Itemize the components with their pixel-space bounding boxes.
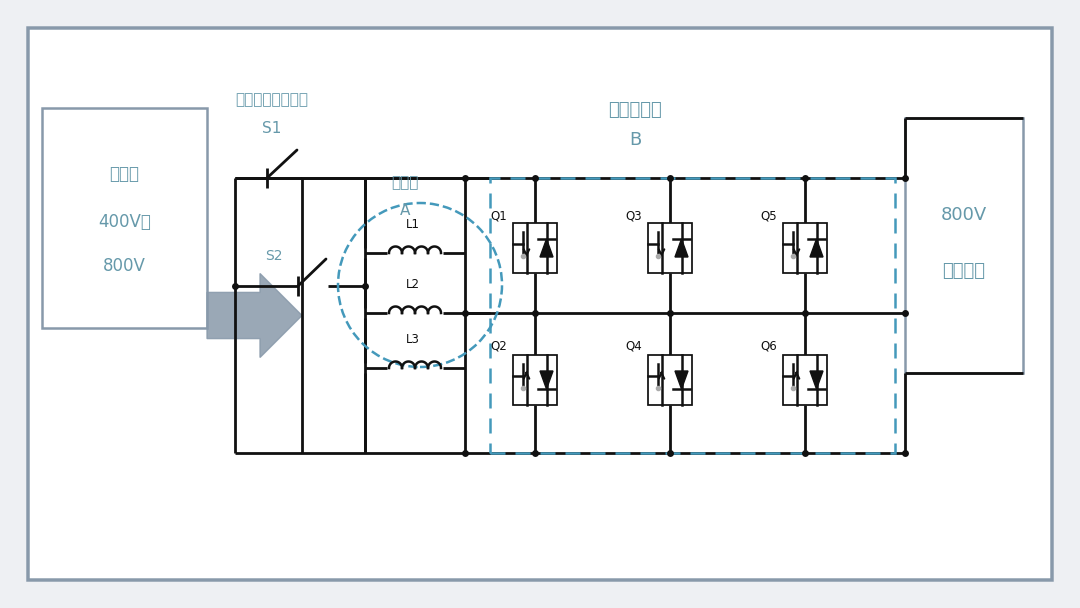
Text: A: A [400, 202, 410, 218]
Text: Q4: Q4 [625, 339, 643, 353]
Bar [648, 355, 692, 405]
Text: S1: S1 [262, 120, 282, 136]
Text: インバータ: インバータ [608, 101, 662, 119]
Text: バッテリ: バッテリ [943, 262, 986, 280]
Text: Q1: Q1 [490, 210, 508, 223]
Text: Q3: Q3 [625, 210, 643, 223]
Bar [42, 108, 207, 328]
Bar [783, 355, 827, 405]
Polygon shape [675, 371, 688, 389]
Text: B: B [629, 131, 642, 149]
Text: バイパススイッチ: バイパススイッチ [235, 92, 309, 108]
Polygon shape [207, 274, 302, 358]
Polygon shape [540, 239, 553, 257]
Polygon shape [540, 371, 553, 389]
Text: Q2: Q2 [490, 339, 508, 353]
Polygon shape [810, 371, 823, 389]
Bar [513, 355, 557, 405]
Bar [905, 118, 1023, 373]
Bar [513, 223, 557, 273]
FancyBboxPatch shape [28, 28, 1052, 580]
Text: L3: L3 [406, 333, 420, 346]
Text: Q5: Q5 [760, 210, 778, 223]
Text: L1: L1 [406, 218, 420, 231]
Text: Q6: Q6 [760, 339, 778, 353]
Text: 400V／: 400V／ [98, 213, 151, 232]
Text: L2: L2 [406, 278, 420, 291]
Text: S2: S2 [266, 249, 283, 263]
Polygon shape [675, 239, 688, 257]
Text: 800V: 800V [103, 257, 146, 275]
Bar [648, 223, 692, 273]
Text: モータ: モータ [391, 176, 419, 190]
Polygon shape [810, 239, 823, 257]
Bar [783, 223, 827, 273]
Bar [490, 178, 895, 453]
Text: 800V: 800V [941, 206, 987, 224]
Text: 充電器: 充電器 [109, 165, 139, 183]
